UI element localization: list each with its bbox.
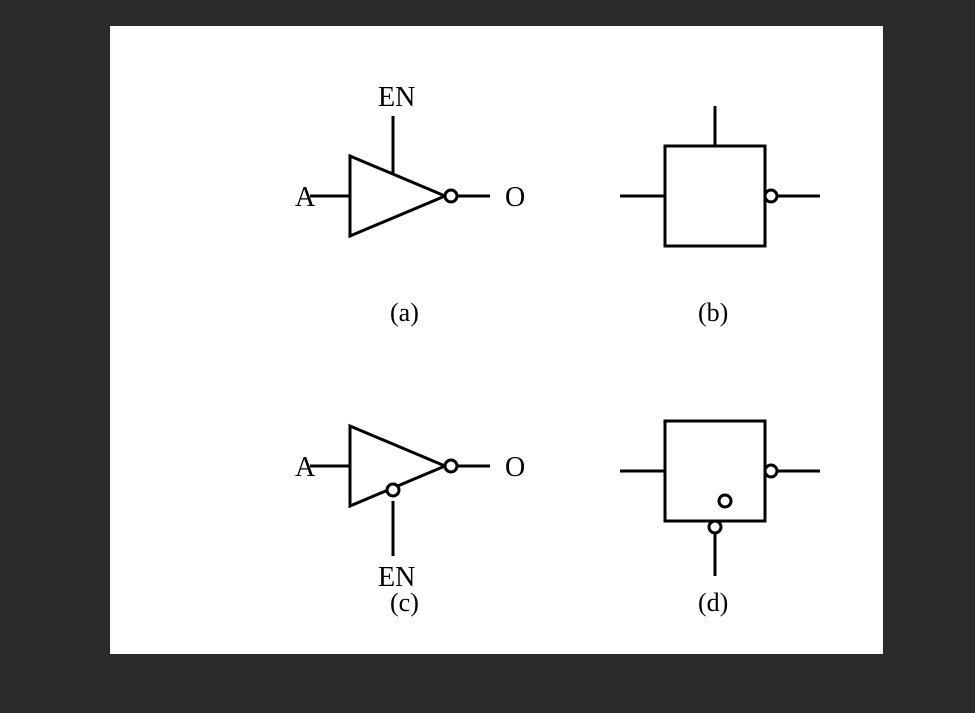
sym-a-triangle [350, 156, 445, 236]
sym-b-caption: (b) [698, 298, 728, 327]
diagram-page: AOEN(a)(b)AOEN(c)(d) [110, 26, 883, 654]
sym-a-output-bubble [445, 190, 457, 202]
sym-c-input-label: A [295, 452, 316, 483]
sym-c-enable-bubble [387, 484, 399, 496]
sym-c-caption: (c) [390, 588, 419, 617]
sym-d-inner-bubble [719, 495, 731, 507]
sym-c-output-bubble [445, 460, 457, 472]
sym-b-box [665, 146, 765, 246]
sym-d-caption: (d) [698, 588, 728, 617]
sym-a-output-label: O [505, 182, 525, 213]
sym-a-input-label: A [295, 182, 316, 213]
sym-d-output-bubble [765, 465, 777, 477]
sym-a-caption: (a) [390, 298, 419, 327]
sym-d-box [665, 421, 765, 521]
sym-d-enable-bubble [709, 521, 721, 533]
sym-a-enable-label: EN [378, 82, 415, 113]
diagram-svg: AOEN(a)(b)AOEN(c)(d) [110, 26, 883, 654]
sym-b-output-bubble [765, 190, 777, 202]
sym-c-output-label: O [505, 452, 525, 483]
